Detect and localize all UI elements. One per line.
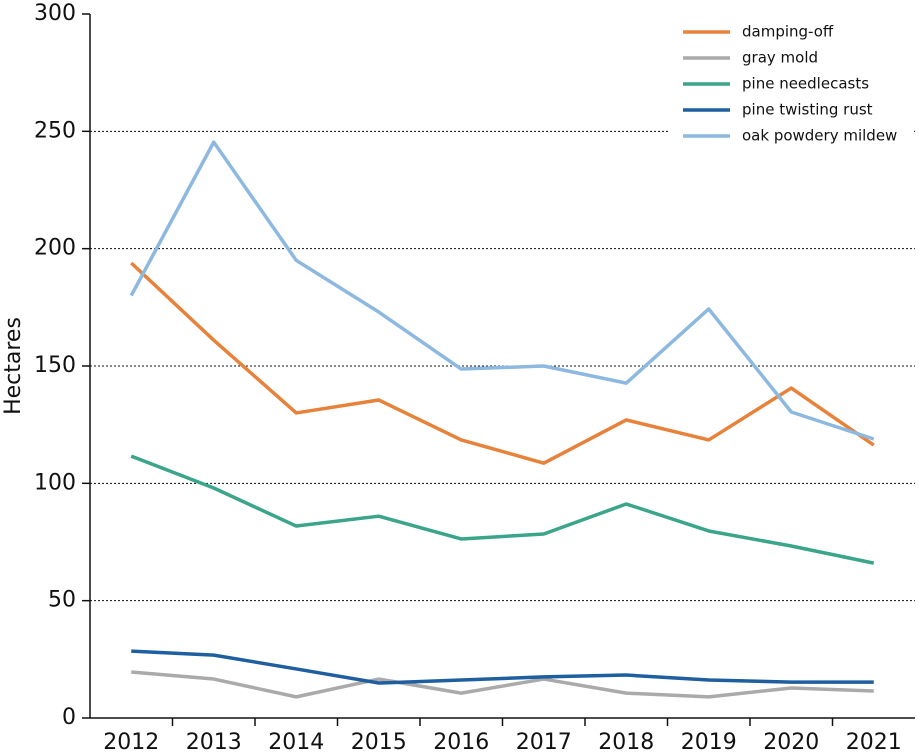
y-tick-label: 300 xyxy=(34,1,76,26)
y-tick-label: 0 xyxy=(62,705,76,730)
y-axis-label: Hectares xyxy=(1,317,26,415)
x-tick-label: 2021 xyxy=(846,730,902,755)
legend-label: pine needlecasts xyxy=(742,75,869,93)
series-line xyxy=(130,454,875,565)
x-tick-label: 2015 xyxy=(351,730,407,755)
legend-label: oak powdery mildew xyxy=(742,127,897,145)
x-tick-label: 2014 xyxy=(268,730,324,755)
series-line xyxy=(131,649,874,685)
y-tick-label: 50 xyxy=(48,588,76,613)
series-line xyxy=(130,261,875,465)
x-tick-label: 2019 xyxy=(681,730,737,755)
x-tick-label: 2016 xyxy=(433,730,489,755)
series-line xyxy=(129,140,875,441)
y-tick-label: 150 xyxy=(34,353,76,378)
x-tick-label: 2018 xyxy=(598,730,654,755)
legend-label: gray mold xyxy=(742,49,818,67)
y-tick-label: 100 xyxy=(34,470,76,495)
x-tick-label: 2017 xyxy=(516,730,572,755)
x-tick-label: 2013 xyxy=(186,730,242,755)
series-line xyxy=(131,670,874,699)
legend-label: damping-off xyxy=(742,23,834,41)
legend-label: pine twisting rust xyxy=(742,101,873,119)
y-tick-label: 250 xyxy=(34,118,76,143)
y-tick-label: 200 xyxy=(34,236,76,261)
x-tick-label: 2012 xyxy=(103,730,159,755)
x-tick-label: 2020 xyxy=(763,730,819,755)
